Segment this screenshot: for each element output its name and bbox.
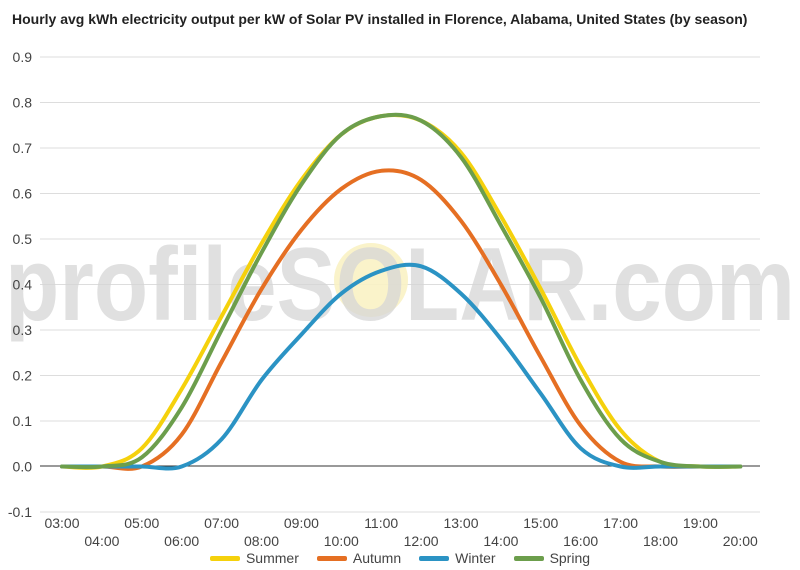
legend-swatch [316, 555, 347, 561]
y-tick-label: 0.8 [13, 95, 33, 111]
chart-title: Hourly avg kWh electricity output per kW… [12, 11, 748, 27]
y-tick-label: -0.1 [8, 504, 32, 520]
watermark-text: profileSOLAR.com [5, 227, 795, 343]
watermark: profileSOLAR.com [5, 227, 795, 343]
x-tick-label: 14:00 [483, 533, 518, 549]
legend-item-spring[interactable]: Spring [513, 550, 591, 566]
x-tick-label: 08:00 [244, 533, 279, 549]
series-line-spring [60, 112, 743, 470]
x-tick-label: 03:00 [44, 515, 79, 531]
x-tick-label: 20:00 [723, 533, 758, 549]
y-tick-label: 0.4 [13, 277, 33, 293]
y-tick-label: 0.7 [13, 140, 33, 156]
legend-label: Spring [549, 550, 591, 566]
x-tick-label: 06:00 [164, 533, 199, 549]
y-tick-label: 0.0 [13, 459, 33, 475]
x-tick-label: 04:00 [84, 533, 119, 549]
legend-item-autumn[interactable]: Autumn [316, 550, 402, 566]
legend-swatch [419, 555, 450, 561]
x-tick-label: 13:00 [443, 515, 478, 531]
x-tick-label: 15:00 [523, 515, 558, 531]
legend-label: Winter [455, 550, 496, 566]
series-lines [60, 112, 743, 471]
x-tick-label: 09:00 [284, 515, 319, 531]
y-tick-label: 0.3 [13, 322, 33, 338]
watermark-sun-icon [334, 243, 408, 317]
legend-label: Summer [245, 550, 299, 566]
x-axis: 03:00 04:00 05:00 06:00 07:00 08:00 09:00 10:00… [44, 515, 758, 549]
legend-item-winter[interactable]: Winter [419, 550, 496, 566]
x-tick-label: 11:00 [364, 515, 398, 531]
legend-swatch [513, 555, 544, 561]
x-tick-label: 19:00 [683, 515, 718, 531]
legend-swatch [209, 555, 240, 561]
x-tick-label: 05:00 [124, 515, 159, 531]
x-tick-label: 18:00 [643, 533, 678, 549]
legend-item-summer[interactable]: Summer [209, 550, 299, 566]
x-tick-label: 10:00 [324, 533, 359, 549]
y-axis: -0.1 0.0 0.1 0.2 0.3 0.4 0.5 0.6 0.7 0.8 0.9 [8, 49, 32, 520]
series-line-autumn [60, 168, 743, 471]
y-tick-label: 0.9 [13, 49, 33, 65]
y-tick-label: 0.5 [13, 231, 33, 247]
legend: Summer Autumn Winter Spring [0, 549, 800, 567]
y-tick-label: 0.1 [13, 413, 33, 429]
y-tick-label: 0.2 [13, 368, 33, 384]
series-line-winter [60, 262, 743, 471]
x-tick-label: 17:00 [603, 515, 638, 531]
x-tick-label: 16:00 [563, 533, 598, 549]
x-tick-label: 12:00 [404, 533, 439, 549]
legend-label: Autumn [352, 550, 402, 566]
x-tick-label: 07:00 [204, 515, 239, 531]
y-tick-label: 0.6 [13, 186, 33, 202]
